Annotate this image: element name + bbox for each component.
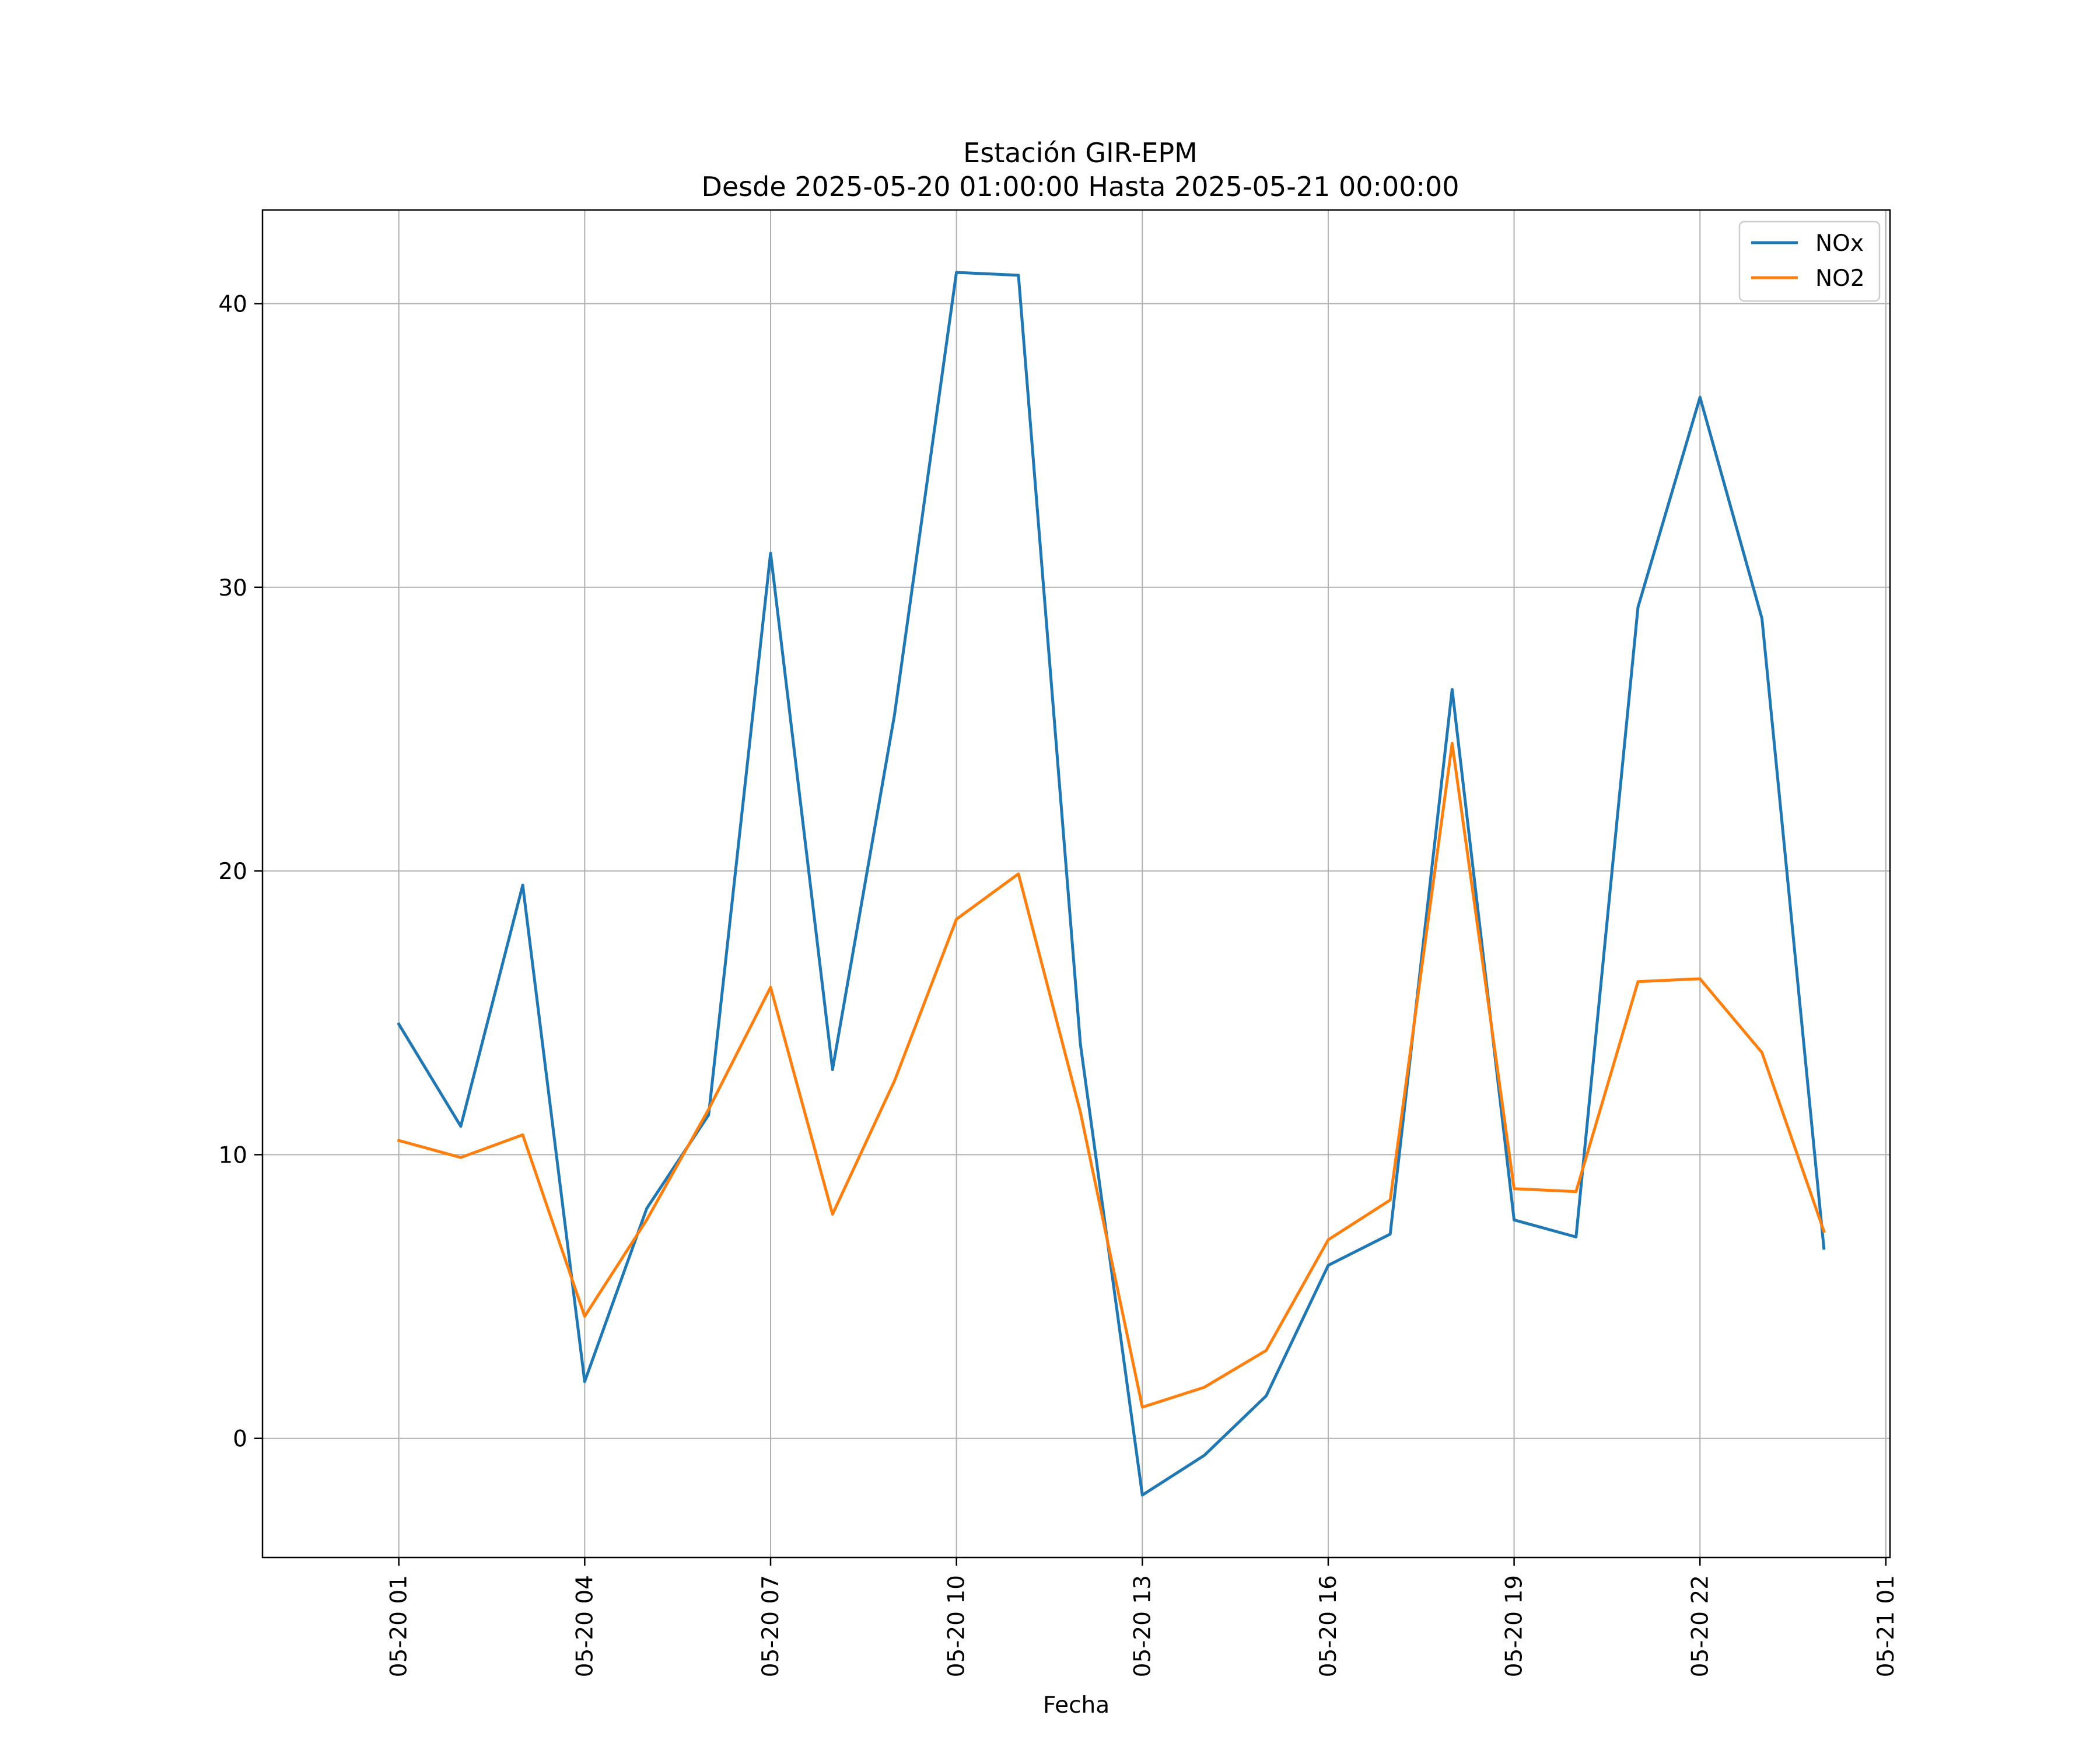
grid-lines (262, 210, 1890, 1558)
x-tick-label: 05-20 16 (1315, 1575, 1342, 1677)
x-tick-label: 05-20 01 (386, 1575, 412, 1677)
x-tick-label: 05-20 22 (1687, 1575, 1713, 1677)
y-axis-ticks: 0 10 20 30 40 (218, 291, 262, 1452)
x-tick-label: 05-20 13 (1129, 1575, 1156, 1677)
y-tick-label: 10 (218, 1142, 247, 1168)
x-tick-label: 05-20 07 (758, 1575, 784, 1677)
legend-label-nox: NOx (1815, 230, 1864, 257)
plot-frame (261, 209, 1891, 1559)
chart-title: Estación GIR-EPM (963, 137, 1198, 169)
series-lines (397, 271, 1826, 1497)
legend-label-no2: NO2 (1815, 265, 1865, 292)
x-tick-label: 05-20 10 (944, 1575, 970, 1677)
legend: NOx NO2 (1738, 220, 1881, 302)
x-tick-label: 05-20 19 (1502, 1575, 1528, 1677)
series-line-no2 (397, 741, 1826, 1409)
y-tick-label: 20 (218, 859, 247, 885)
y-tick-label: 40 (218, 291, 247, 317)
x-axis-ticks: 05-20 01 05-20 04 05-20 07 05-20 10 05-20 13… (386, 1558, 1899, 1677)
y-tick-label: 30 (218, 575, 247, 601)
x-axis-label: Fecha (1043, 1692, 1110, 1718)
plot-area-background (262, 210, 1890, 1558)
x-tick-label: 05-21 01 (1873, 1575, 1899, 1677)
y-tick-label: 0 (233, 1426, 247, 1452)
chart-subtitle: Desde 2025-05-20 01:00:00 Hasta 2025-05-… (701, 171, 1459, 202)
x-tick-label: 05-20 04 (572, 1575, 598, 1677)
